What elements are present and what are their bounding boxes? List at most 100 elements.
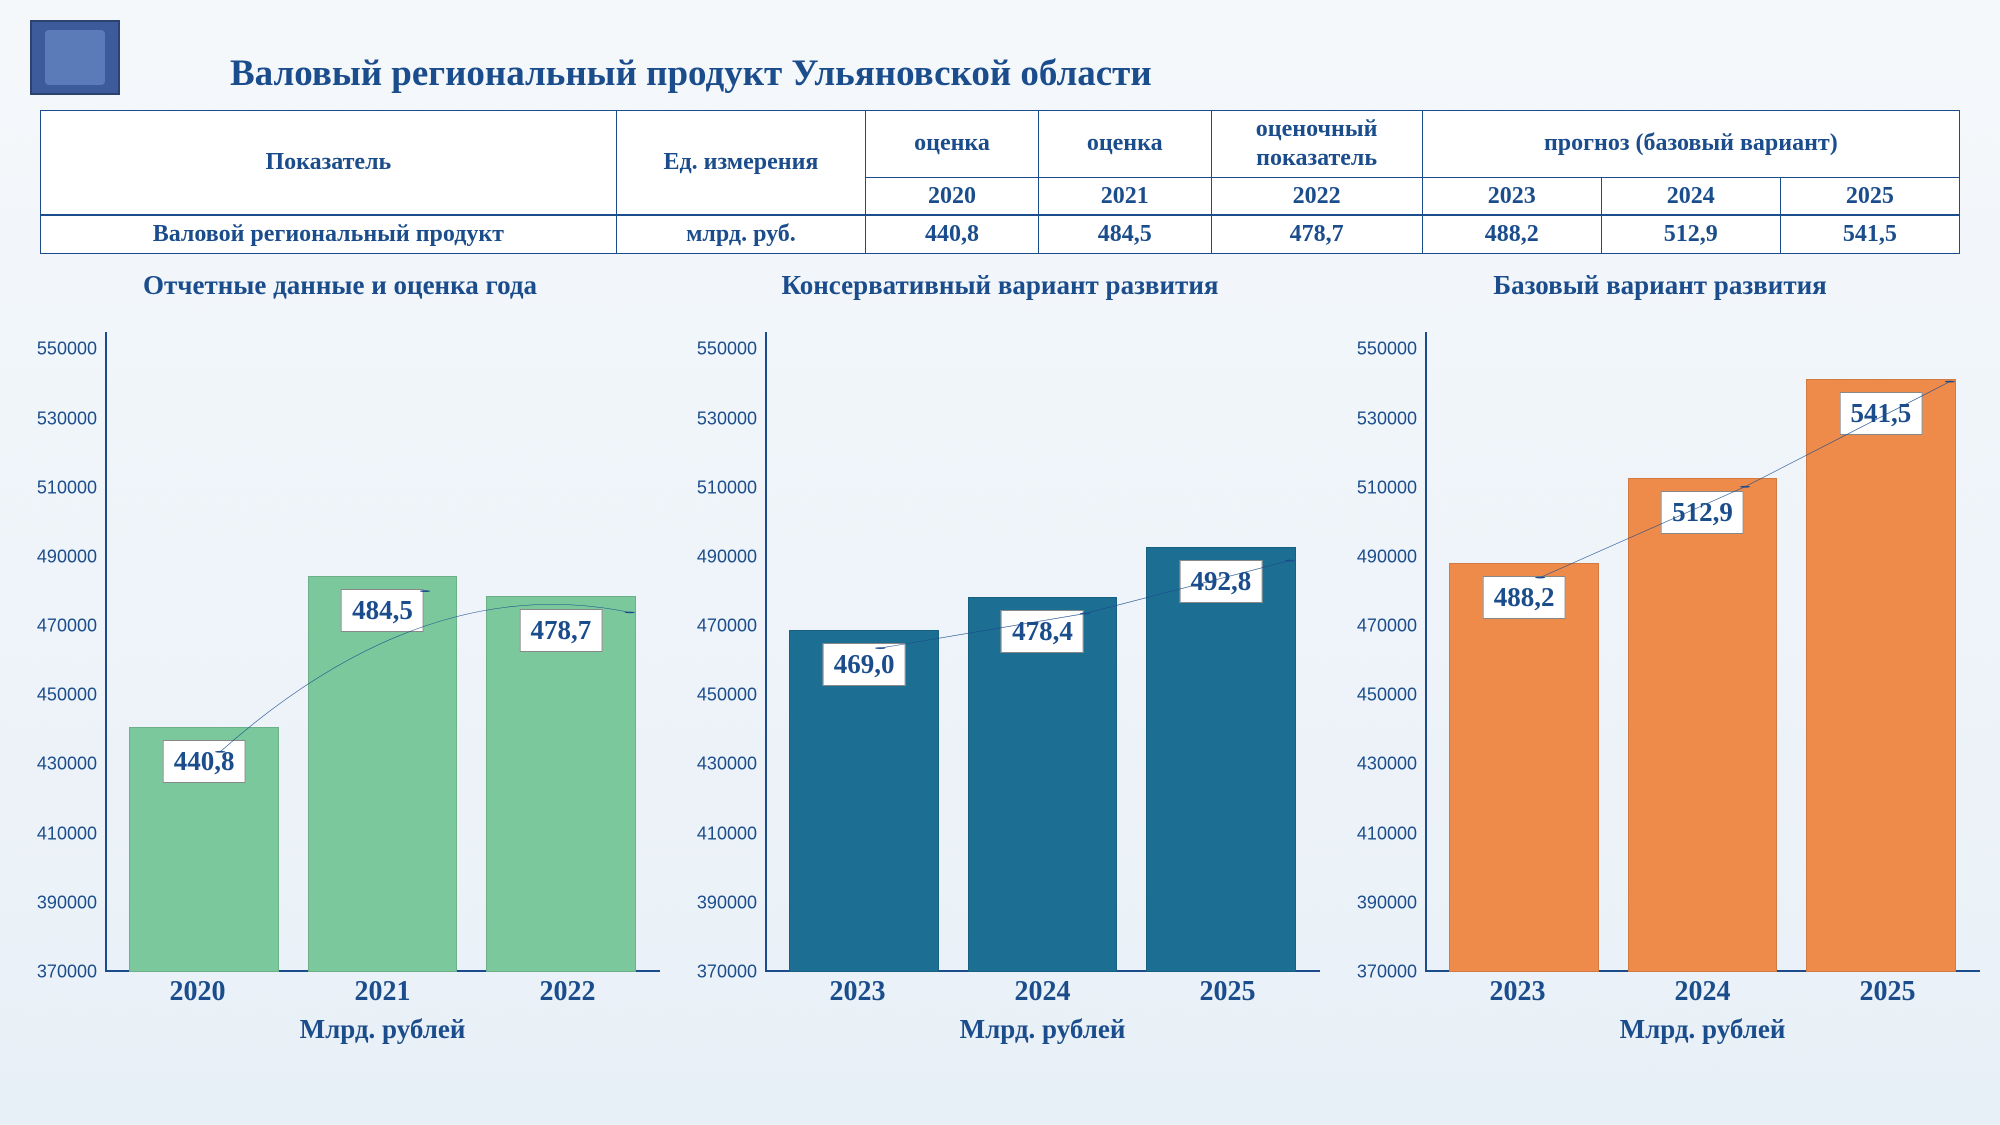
x-labels: 2020 2021 2022 xyxy=(105,972,660,1012)
chart-2: Базовый вариант развития 370000 390000 4100… xyxy=(1340,270,1980,1045)
bar-value-label: 478,7 xyxy=(519,609,602,652)
y-tick: 410000 xyxy=(37,823,97,844)
cell-value: 488,2 xyxy=(1422,215,1601,253)
chart-title: Базовый вариант развития xyxy=(1340,270,1980,324)
x-tick-label: 2020 xyxy=(170,976,226,1008)
cell-value: 541,5 xyxy=(1780,215,1959,253)
col-year-2023: 2023 xyxy=(1422,177,1601,215)
y-tick: 430000 xyxy=(697,754,757,775)
cell-value: 478,7 xyxy=(1211,215,1422,253)
bar: 541,5 xyxy=(1806,379,1956,972)
y-tick: 470000 xyxy=(37,616,97,637)
bar: 484,5 xyxy=(308,576,458,972)
chart-plot: 370000 390000 410000 430000 450000 470000 4900… xyxy=(680,332,1320,1012)
row-label: Валовой региональный продукт xyxy=(41,215,617,253)
cell-value: 440,8 xyxy=(866,215,1039,253)
col-year-2020: 2020 xyxy=(866,177,1039,215)
col-year-2024: 2024 xyxy=(1601,177,1780,215)
y-tick: 430000 xyxy=(37,754,97,775)
x-labels: 2023 2024 2025 xyxy=(1425,972,1980,1012)
bar: 440,8 xyxy=(129,727,279,972)
y-tick: 490000 xyxy=(1357,546,1417,567)
bars-group: 469,0 478,4 492,8 xyxy=(765,332,1320,972)
chart-1: Консервативный вариант развития 370000 390… xyxy=(680,270,1320,1045)
bar-value-label: 478,4 xyxy=(1001,610,1084,653)
bar-value-label: 488,2 xyxy=(1483,576,1566,619)
x-tick-label: 2021 xyxy=(355,976,411,1008)
col-group-forecast: прогноз (базовый вариант) xyxy=(1422,111,1959,178)
col-indicator: Показатель xyxy=(41,111,617,216)
y-tick: 510000 xyxy=(37,477,97,498)
x-axis-caption: Млрд. рублей xyxy=(1340,1014,1980,1045)
y-tick: 390000 xyxy=(697,892,757,913)
y-tick: 490000 xyxy=(37,546,97,567)
chart-title: Консервативный вариант развития xyxy=(680,270,1320,324)
y-axis: 3700003900004100004300004500004700004900… xyxy=(1340,332,1425,972)
data-table-wrap: ПоказательЕд. измеренияоценкаоценкаоцено… xyxy=(40,110,1960,254)
y-tick: 430000 xyxy=(1357,754,1417,775)
x-tick-label: 2025 xyxy=(1860,976,1916,1008)
y-tick: 410000 xyxy=(697,823,757,844)
y-tick: 450000 xyxy=(697,685,757,706)
col-group-estimate2: оценка xyxy=(1038,111,1211,178)
bar: 488,2 xyxy=(1449,563,1599,972)
col-year-2022: 2022 xyxy=(1211,177,1422,215)
chart-plot: 370000 390000 410000 430000 450000 470000 4900… xyxy=(20,332,660,1012)
chart-plot: 370000 390000 410000 430000 450000 470000 4900… xyxy=(1340,332,1980,1012)
bar: 478,7 xyxy=(486,596,636,972)
bar: 469,0 xyxy=(789,630,939,972)
charts-row: Отчетные данные и оценка года 370000 39000… xyxy=(20,270,1980,1045)
data-table: ПоказательЕд. измеренияоценкаоценкаоцено… xyxy=(40,110,1960,254)
bar-value-label: 469,0 xyxy=(823,643,906,686)
row-unit: млрд. руб. xyxy=(616,215,865,253)
y-tick: 450000 xyxy=(37,685,97,706)
x-tick-label: 2024 xyxy=(1675,976,1731,1008)
bar-value-label: 492,8 xyxy=(1179,560,1262,603)
y-tick: 470000 xyxy=(697,616,757,637)
bar-value-label: 440,8 xyxy=(163,740,246,783)
x-tick-label: 2022 xyxy=(540,976,596,1008)
y-tick: 550000 xyxy=(37,339,97,360)
y-tick: 370000 xyxy=(37,962,97,983)
x-tick-label: 2023 xyxy=(830,976,886,1008)
col-year-2025: 2025 xyxy=(1780,177,1959,215)
y-tick: 530000 xyxy=(37,408,97,429)
y-tick: 390000 xyxy=(37,892,97,913)
x-axis-caption: Млрд. рублей xyxy=(680,1014,1320,1045)
x-axis-caption: Млрд. рублей xyxy=(20,1014,660,1045)
y-axis: 3700003900004100004300004500004700004900… xyxy=(680,332,765,972)
chart-0: Отчетные данные и оценка года 370000 39000… xyxy=(20,270,660,1045)
col-group-estimate-indicator: оценочный показатель xyxy=(1211,111,1422,178)
bar: 512,9 xyxy=(1628,478,1778,972)
y-tick: 510000 xyxy=(1357,477,1417,498)
y-axis: 3700003900004100004300004500004700004900… xyxy=(20,332,105,972)
cell-value: 512,9 xyxy=(1601,215,1780,253)
y-tick: 530000 xyxy=(1357,408,1417,429)
region-logo xyxy=(30,20,120,95)
y-tick: 450000 xyxy=(1357,685,1417,706)
bars-group: 488,2 512,9 541,5 xyxy=(1425,332,1980,972)
bar-value-label: 541,5 xyxy=(1839,392,1922,435)
y-tick: 550000 xyxy=(1357,339,1417,360)
y-tick: 530000 xyxy=(697,408,757,429)
y-tick: 370000 xyxy=(1357,962,1417,983)
y-tick: 390000 xyxy=(1357,892,1417,913)
y-tick: 550000 xyxy=(697,339,757,360)
col-year-2021: 2021 xyxy=(1038,177,1211,215)
y-tick: 470000 xyxy=(1357,616,1417,637)
logo-inner xyxy=(45,30,105,85)
x-tick-label: 2023 xyxy=(1490,976,1546,1008)
x-labels: 2023 2024 2025 xyxy=(765,972,1320,1012)
col-unit: Ед. измерения xyxy=(616,111,865,216)
y-tick: 370000 xyxy=(697,962,757,983)
x-tick-label: 2025 xyxy=(1200,976,1256,1008)
cell-value: 484,5 xyxy=(1038,215,1211,253)
x-tick-label: 2024 xyxy=(1015,976,1071,1008)
chart-title: Отчетные данные и оценка года xyxy=(20,270,660,324)
bar: 478,4 xyxy=(968,597,1118,972)
y-tick: 410000 xyxy=(1357,823,1417,844)
bar: 492,8 xyxy=(1146,547,1296,972)
y-tick: 490000 xyxy=(697,546,757,567)
bar-value-label: 484,5 xyxy=(341,589,424,632)
y-tick: 510000 xyxy=(697,477,757,498)
